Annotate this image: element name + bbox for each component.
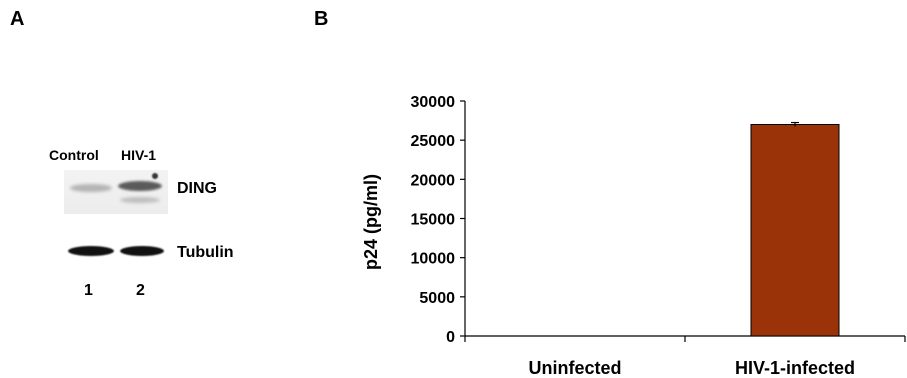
bars <box>750 121 840 337</box>
ding-band-lane-1 <box>70 184 112 192</box>
panel-a-label: A <box>10 8 25 30</box>
lane-header-hiv1: HIV-1 <box>121 147 157 163</box>
y-axis-ticks: 0 5000 10000 15000 20000 25000 30000 <box>411 94 466 346</box>
lane-header-control: Control <box>49 147 99 163</box>
ding-blot-strip <box>64 170 168 214</box>
protein-label-ding: DING <box>177 180 217 197</box>
y-axis-label: p24 (pg/ml) <box>361 174 381 270</box>
ding-faint-band-lane-2 <box>120 197 160 203</box>
ding-band-lane-2 <box>118 181 162 191</box>
tubulin-blot-strip <box>64 240 168 262</box>
tubulin-band-lane-2 <box>120 246 164 256</box>
panel-b-label: B <box>314 8 329 30</box>
y-tick-label: 5000 <box>419 290 455 307</box>
lane-number-1: 1 <box>84 282 93 299</box>
y-tick-label: 20000 <box>411 172 456 189</box>
x-category-label: HIV-1-infected <box>735 358 855 378</box>
y-tick-label: 10000 <box>411 251 456 268</box>
x-axis-labels: Uninfected HIV-1-infected <box>528 358 855 378</box>
protein-label-tubulin: Tubulin <box>177 244 234 261</box>
ding-spot-lane-2 <box>152 173 158 179</box>
y-tick-label: 30000 <box>411 94 456 111</box>
bar-hiv-1-infected <box>750 124 840 337</box>
y-tick-label: 15000 <box>411 212 456 229</box>
x-category-label: Uninfected <box>528 358 621 378</box>
tubulin-band-lane-1 <box>68 246 114 256</box>
y-tick-label: 0 <box>446 329 455 346</box>
y-tick-label: 25000 <box>411 133 456 150</box>
x-axis <box>464 335 906 342</box>
lane-number-2: 2 <box>136 282 145 299</box>
